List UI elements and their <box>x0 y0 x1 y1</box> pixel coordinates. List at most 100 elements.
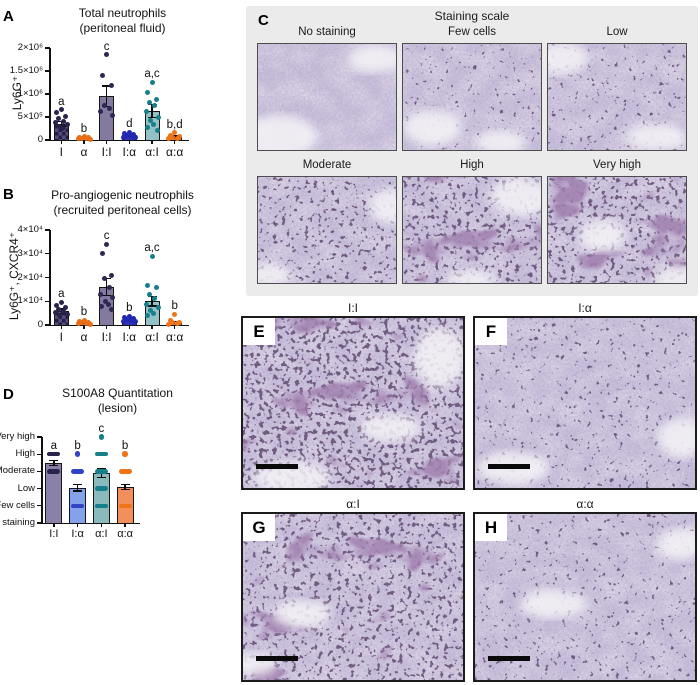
data-point <box>57 313 63 318</box>
x-axis-tick <box>151 140 153 144</box>
chart-d-title-line1: S100A8 Quantitation <box>62 386 173 400</box>
y-axis-tick-label: 1.5×10⁶ <box>9 65 43 76</box>
y-axis-tick <box>45 47 50 49</box>
data-point <box>109 307 115 313</box>
data-point <box>148 308 153 314</box>
error-bar-cap <box>120 488 130 491</box>
panel-g-caption: α:I <box>346 497 360 511</box>
histology-image-no-staining <box>257 43 397 151</box>
error-bar <box>60 309 63 314</box>
tissue-texture <box>258 44 396 150</box>
data-point <box>75 321 81 327</box>
x-axis-tick <box>100 523 103 527</box>
tissue-texture <box>548 177 686 283</box>
y-axis-line <box>41 437 43 524</box>
data-point <box>87 321 93 327</box>
data-point <box>74 451 81 457</box>
panel-letter-e: E <box>243 318 275 345</box>
scale-bar-g <box>256 656 298 661</box>
y-axis-tick-label: No staining <box>0 517 35 528</box>
chart-b-title: Pro-angiogenic neutrophils (recruited pe… <box>30 188 215 218</box>
error-bar-cap <box>49 464 59 467</box>
data-point <box>152 103 157 108</box>
data-point <box>174 135 180 141</box>
error-bar <box>128 318 131 321</box>
data-point <box>98 291 104 297</box>
data-point <box>154 97 159 103</box>
panel-letter-b: B <box>3 186 14 203</box>
data-point <box>126 313 132 319</box>
data-point <box>172 130 178 136</box>
data-point-cluster <box>94 469 108 474</box>
data-point <box>145 283 150 289</box>
x-axis-category-label: I <box>59 145 64 159</box>
data-point <box>166 136 172 142</box>
panel-h-caption: α:α <box>576 497 594 511</box>
data-point-cluster <box>47 451 61 457</box>
data-point <box>105 301 111 307</box>
y-axis-tick-label: 5×10⁵ <box>17 111 43 122</box>
data-point <box>106 106 112 112</box>
y-axis-tick <box>45 253 50 255</box>
x-axis-tick <box>105 325 108 329</box>
data-point <box>56 116 62 122</box>
x-axis-category-label: α:α <box>166 145 184 159</box>
x-axis-tick <box>83 325 85 329</box>
data-point <box>75 136 81 142</box>
panel-f-caption: I:α <box>578 301 592 315</box>
panel-letter-a: A <box>3 8 14 25</box>
error-bar-cap <box>102 277 112 280</box>
error-bar-cap <box>102 85 112 87</box>
error-bar <box>124 484 126 490</box>
error-bar-cap <box>73 490 83 492</box>
scale-bar-f <box>488 464 530 469</box>
data-point <box>120 134 126 140</box>
y-axis-tick-label: 1×10⁴ <box>17 295 43 307</box>
panel-e-caption: I:I <box>347 301 358 315</box>
x-axis-category-label: α:α <box>117 528 134 540</box>
data-point <box>154 127 160 133</box>
tile-caption-few-cells: Few cells <box>448 26 496 38</box>
data-point <box>149 79 155 85</box>
x-axis-category-label: I:α <box>122 330 137 344</box>
error-bar <box>105 86 108 107</box>
data-point <box>174 321 180 327</box>
y-axis-tick-label: Very high <box>0 431 35 442</box>
y-axis-tick-label: Few cells <box>0 499 35 511</box>
data-point <box>84 136 89 142</box>
error-bar-cap <box>96 476 106 479</box>
data-point <box>79 135 84 141</box>
sig-label: a <box>50 440 58 453</box>
x-axis-category-label: α:I <box>95 528 108 540</box>
panel-letter-f: F <box>475 318 507 345</box>
sig-label: c <box>103 40 110 53</box>
x-axis-category-label: I:I <box>49 528 59 540</box>
data-point <box>132 135 138 141</box>
error-bar <box>128 134 131 137</box>
data-point-cluster <box>118 469 132 474</box>
x-axis-category-label: I:I <box>101 145 112 159</box>
data-point <box>169 320 175 326</box>
data-point <box>61 118 67 124</box>
x-axis-category-label: I:α <box>71 528 84 540</box>
y-axis-line <box>49 230 51 326</box>
x-axis-tick <box>60 325 63 329</box>
data-point <box>102 298 108 304</box>
x-axis-line <box>48 325 189 327</box>
x-axis-category-label: α:α <box>166 330 184 344</box>
data-point <box>56 307 62 313</box>
y-axis-tick <box>37 436 42 438</box>
data-point <box>60 126 66 131</box>
data-point <box>108 83 114 89</box>
histology-image-few-cells <box>402 43 542 151</box>
data-point <box>144 125 150 131</box>
error-bar <box>76 484 79 492</box>
data-point <box>64 122 70 128</box>
data-point <box>132 319 138 325</box>
chart-a-title-line2: (peritoneal fluid) <box>79 21 166 35</box>
data-point <box>52 120 58 126</box>
x-axis-tick <box>151 325 153 329</box>
y-axis-line <box>49 48 51 141</box>
data-point <box>58 107 64 113</box>
error-bar-cap <box>102 294 112 296</box>
